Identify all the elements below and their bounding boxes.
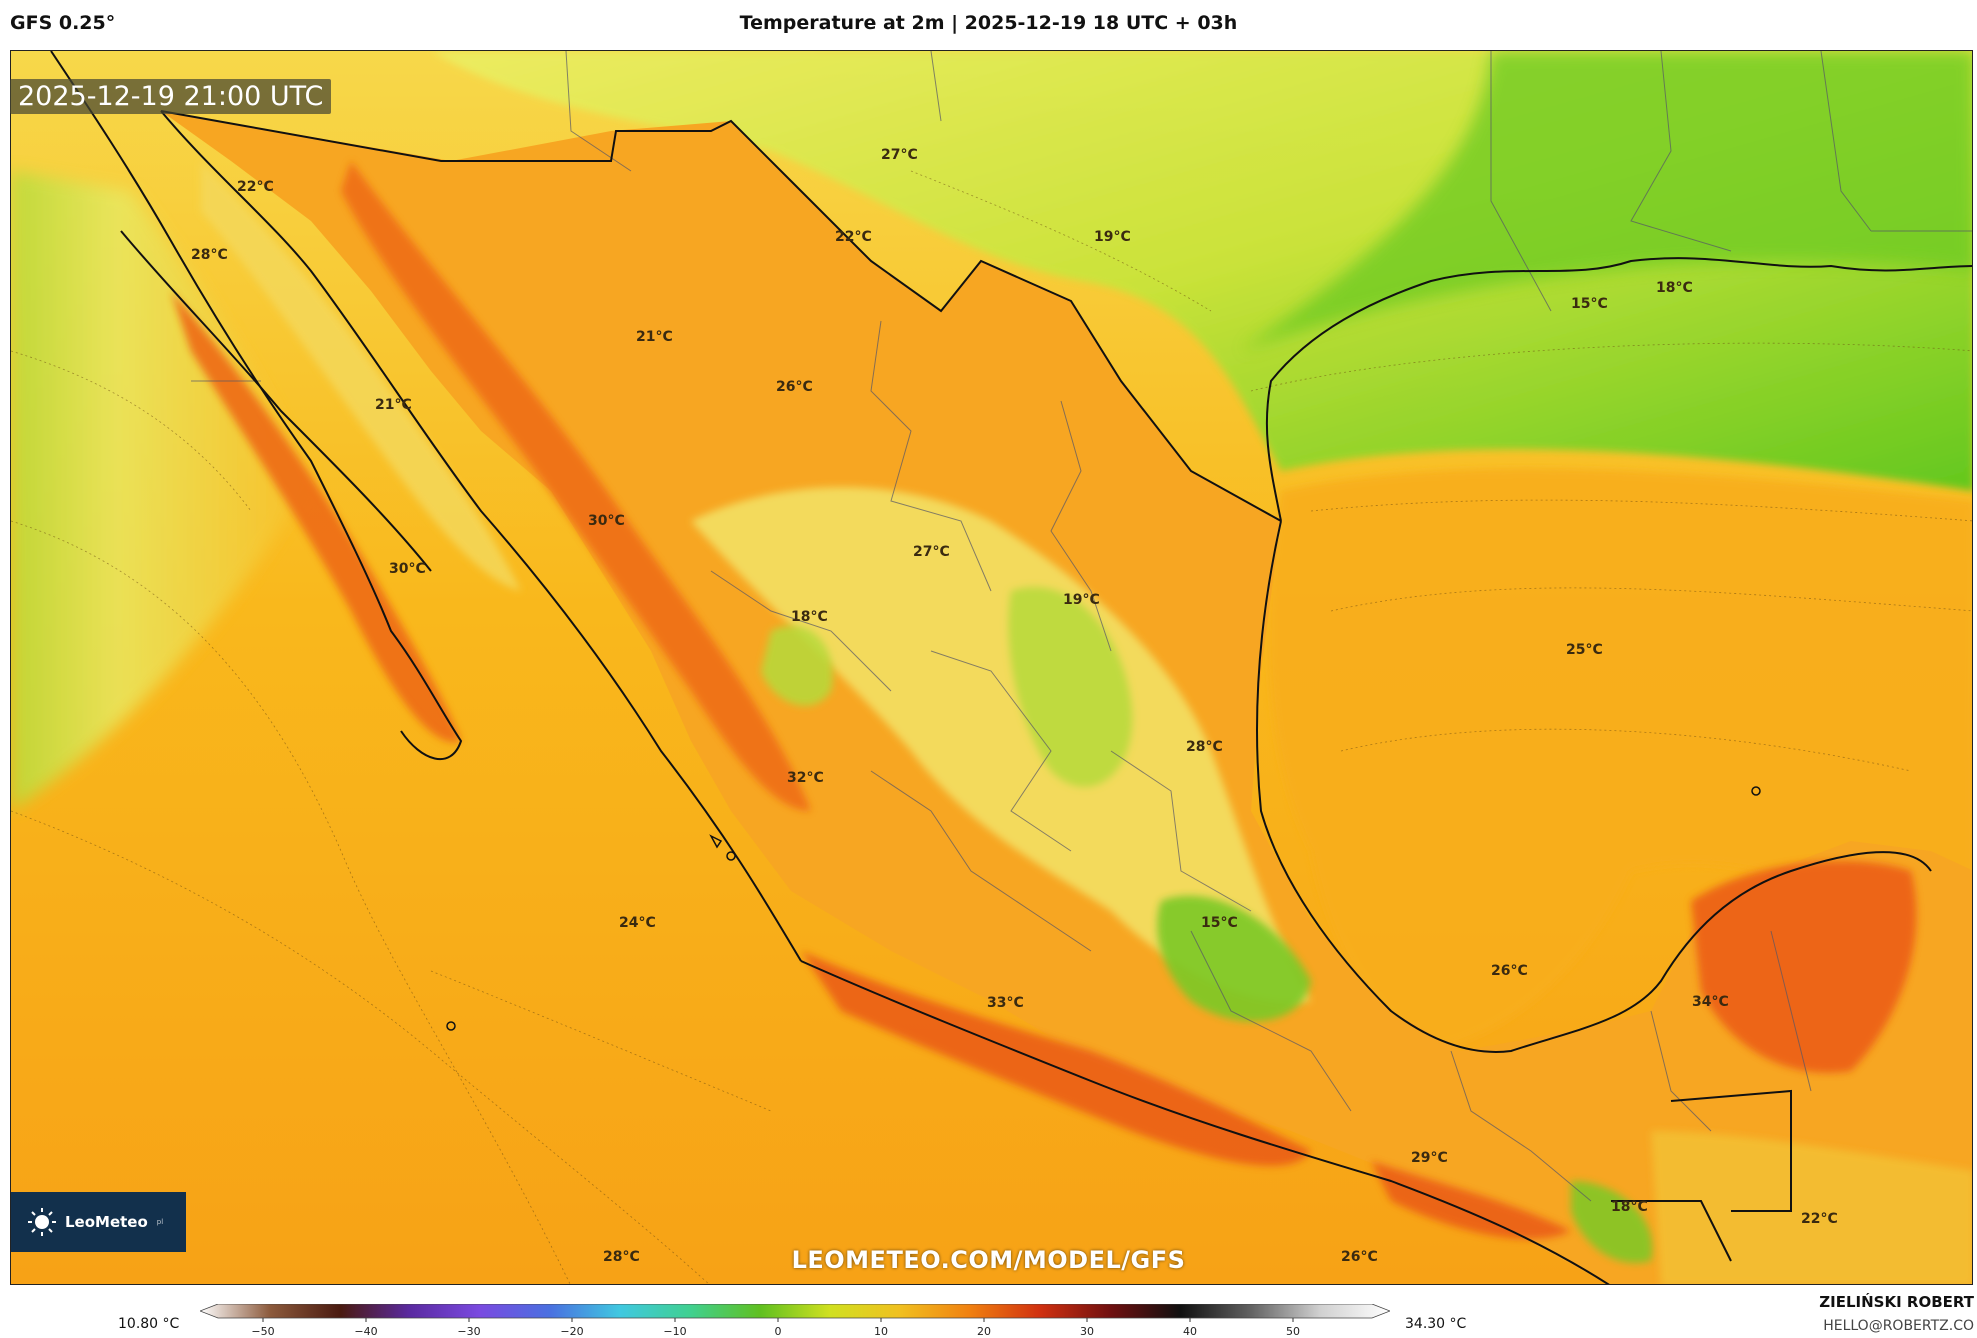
colorbar-tick-label: −40 <box>354 1325 377 1338</box>
gulf-of-california-cool <box>201 161 521 591</box>
pacific-cool-band <box>11 171 311 811</box>
scale-min-label: 10.80 °C <box>118 1316 180 1332</box>
colorbar-tick-label: −50 <box>251 1325 274 1338</box>
plateau-green-patch-1 <box>1008 587 1133 787</box>
guatemala-green <box>1571 1181 1653 1263</box>
colorbar-tick-label: −20 <box>560 1325 583 1338</box>
colorbar-tick-label: −30 <box>457 1325 480 1338</box>
map-title: Temperature at 2m | 2025-12-19 18 UTC + … <box>739 12 1238 34</box>
temp-label: 27°C <box>881 147 918 163</box>
temp-label: 19°C <box>1094 229 1131 245</box>
temp-label: 22°C <box>835 229 872 245</box>
temp-label: 30°C <box>389 561 426 577</box>
temp-label: 22°C <box>1801 1211 1838 1227</box>
colorbar-tick-label: 20 <box>977 1325 991 1338</box>
temperature-labels: 22°C 28°C 21°C 30°C 21°C 22°C 27°C 19°C … <box>191 147 1838 1265</box>
temp-label: 26°C <box>1491 963 1528 979</box>
west-coast-hot-strip <box>341 161 811 811</box>
temp-label: 26°C <box>776 379 813 395</box>
central-plateau-cool <box>691 487 1311 1003</box>
gulf-of-mexico <box>1268 468 1972 1051</box>
islands <box>446 786 1761 1031</box>
plateau-green-patch-2 <box>1157 895 1311 1022</box>
colorbar-tick-label: 40 <box>1183 1325 1197 1338</box>
leometeo-logo[interactable]: LeoMeteo pl <box>11 1192 186 1252</box>
temp-label: 18°C <box>1656 280 1693 296</box>
colorbar-tick-label: 10 <box>874 1325 888 1338</box>
temp-label: 18°C <box>791 609 828 625</box>
colorbar-tick-label: 50 <box>1286 1325 1300 1338</box>
temp-label: 30°C <box>588 513 625 529</box>
brand-name: LeoMeteo <box>65 1213 148 1231</box>
temperature-map: 22°C 28°C 21°C 30°C 21°C 22°C 27°C 19°C … <box>11 51 1972 1284</box>
author-email[interactable]: HELLO@ROBERTZ.CO <box>1823 1318 1974 1334</box>
baja-hot-strip <box>171 291 461 743</box>
colorbar-tick-label: −10 <box>663 1325 686 1338</box>
south-pacific-hot <box>801 951 1311 1166</box>
temp-label: 32°C <box>787 770 824 786</box>
plateau-green-patch-3 <box>761 625 833 706</box>
colorbar-tick-label: 30 <box>1080 1325 1094 1338</box>
model-label: GFS 0.25° <box>10 12 116 34</box>
yucatan-hot <box>1691 861 1917 1073</box>
brand-suffix: pl <box>156 1218 164 1226</box>
temp-label: 25°C <box>1566 642 1603 658</box>
temp-label: 21°C <box>375 397 412 413</box>
chiapas-coast-hot <box>1371 1161 1571 1240</box>
scale-max-label: 34.30 °C <box>1405 1316 1467 1332</box>
temp-label: 15°C <box>1571 296 1608 312</box>
gulf-coast-green <box>1241 51 1972 351</box>
temp-label: 24°C <box>619 915 656 931</box>
temp-label: 15°C <box>1201 915 1238 931</box>
temp-label: 27°C <box>913 544 950 560</box>
temp-label: 34°C <box>1692 994 1729 1010</box>
temp-label: 29°C <box>1411 1150 1448 1166</box>
color-scale-bar: −50 −40 −30 −20 −10 0 10 20 30 40 50 <box>200 1304 1390 1338</box>
map-frame[interactable]: 22°C 28°C 21°C 30°C 21°C 22°C 27°C 19°C … <box>10 50 1973 1285</box>
colorbar-ticks: −50 −40 −30 −20 −10 0 10 20 30 40 50 <box>251 1318 1300 1338</box>
temp-label: 21°C <box>636 329 673 345</box>
temp-label: 33°C <box>987 995 1024 1011</box>
contour-lines <box>11 170 1972 1284</box>
temp-label: 28°C <box>603 1249 640 1265</box>
valid-time-badge: 2025-12-19 21:00 UTC <box>10 79 332 114</box>
author-name: ZIELIŃSKI ROBERT <box>1819 1293 1974 1311</box>
colorbar-fill <box>200 1304 1390 1319</box>
colorbar-tick-label: 0 <box>775 1325 782 1338</box>
state-borders <box>191 51 1972 1202</box>
temp-label: 28°C <box>191 247 228 263</box>
watermark-url: LEOMETEO.COM/MODEL/GFS <box>791 1246 1186 1274</box>
temp-label: 28°C <box>1186 739 1223 755</box>
sun-icon <box>28 1208 56 1236</box>
temp-label: 22°C <box>237 179 274 195</box>
temp-label: 19°C <box>1063 592 1100 608</box>
temp-label: 26°C <box>1341 1249 1378 1265</box>
central-america-warm <box>1651 1131 1972 1284</box>
temp-label: 18°C <box>1611 1199 1648 1215</box>
coastlines-borders <box>50 51 1972 1284</box>
